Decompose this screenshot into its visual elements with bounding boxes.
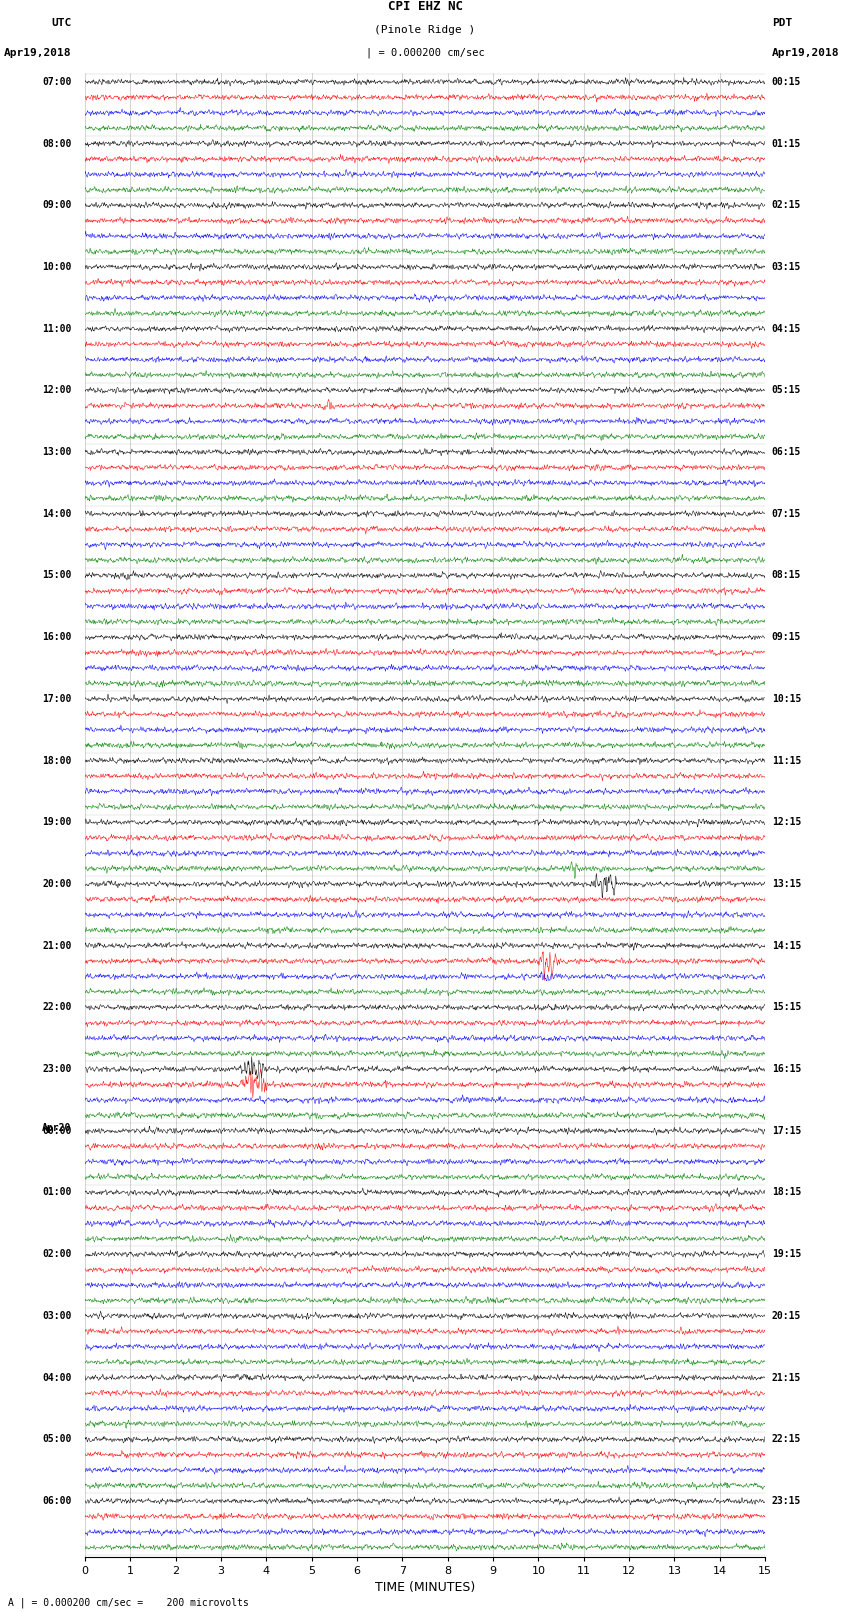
Text: 07:15: 07:15 — [772, 508, 802, 519]
Text: 09:00: 09:00 — [42, 200, 71, 210]
Text: (Pinole Ridge ): (Pinole Ridge ) — [374, 26, 476, 35]
Text: 18:00: 18:00 — [42, 755, 71, 766]
X-axis label: TIME (MINUTES): TIME (MINUTES) — [375, 1581, 475, 1594]
Text: 00:00: 00:00 — [42, 1126, 71, 1136]
Text: 02:15: 02:15 — [772, 200, 802, 210]
Text: 23:15: 23:15 — [772, 1495, 802, 1507]
Text: 00:15: 00:15 — [772, 77, 802, 87]
Text: 18:15: 18:15 — [772, 1187, 802, 1197]
Text: 15:00: 15:00 — [42, 571, 71, 581]
Text: 19:00: 19:00 — [42, 818, 71, 827]
Text: 15:15: 15:15 — [772, 1002, 802, 1013]
Text: 07:00: 07:00 — [42, 77, 71, 87]
Text: 06:00: 06:00 — [42, 1495, 71, 1507]
Text: 12:00: 12:00 — [42, 386, 71, 395]
Text: 21:15: 21:15 — [772, 1373, 802, 1382]
Text: 21:00: 21:00 — [42, 940, 71, 950]
Text: 14:00: 14:00 — [42, 508, 71, 519]
Text: 09:15: 09:15 — [772, 632, 802, 642]
Text: 14:15: 14:15 — [772, 940, 802, 950]
Text: 13:15: 13:15 — [772, 879, 802, 889]
Text: CPI EHZ NC: CPI EHZ NC — [388, 0, 462, 13]
Text: | = 0.000200 cm/sec: | = 0.000200 cm/sec — [366, 47, 484, 58]
Text: 01:15: 01:15 — [772, 139, 802, 148]
Text: Apr19,2018: Apr19,2018 — [4, 48, 71, 58]
Text: 11:00: 11:00 — [42, 324, 71, 334]
Text: 06:15: 06:15 — [772, 447, 802, 456]
Text: 17:15: 17:15 — [772, 1126, 802, 1136]
Text: 23:00: 23:00 — [42, 1065, 71, 1074]
Text: 04:15: 04:15 — [772, 324, 802, 334]
Text: 11:15: 11:15 — [772, 755, 802, 766]
Text: 05:00: 05:00 — [42, 1434, 71, 1444]
Text: 13:00: 13:00 — [42, 447, 71, 456]
Text: Apr20: Apr20 — [42, 1123, 71, 1132]
Text: 02:00: 02:00 — [42, 1248, 71, 1260]
Text: 03:00: 03:00 — [42, 1311, 71, 1321]
Text: 04:00: 04:00 — [42, 1373, 71, 1382]
Text: 20:00: 20:00 — [42, 879, 71, 889]
Text: UTC: UTC — [51, 18, 71, 27]
Text: 08:15: 08:15 — [772, 571, 802, 581]
Text: 22:15: 22:15 — [772, 1434, 802, 1444]
Text: 19:15: 19:15 — [772, 1248, 802, 1260]
Text: 16:15: 16:15 — [772, 1065, 802, 1074]
Text: PDT: PDT — [772, 18, 792, 27]
Text: 01:00: 01:00 — [42, 1187, 71, 1197]
Text: 20:15: 20:15 — [772, 1311, 802, 1321]
Text: 08:00: 08:00 — [42, 139, 71, 148]
Text: 22:00: 22:00 — [42, 1002, 71, 1013]
Text: 10:15: 10:15 — [772, 694, 802, 703]
Text: 12:15: 12:15 — [772, 818, 802, 827]
Text: 16:00: 16:00 — [42, 632, 71, 642]
Text: 05:15: 05:15 — [772, 386, 802, 395]
Text: 03:15: 03:15 — [772, 261, 802, 273]
Text: 10:00: 10:00 — [42, 261, 71, 273]
Text: 17:00: 17:00 — [42, 694, 71, 703]
Text: Apr19,2018: Apr19,2018 — [772, 48, 839, 58]
Text: A | = 0.000200 cm/sec =    200 microvolts: A | = 0.000200 cm/sec = 200 microvolts — [8, 1597, 249, 1608]
